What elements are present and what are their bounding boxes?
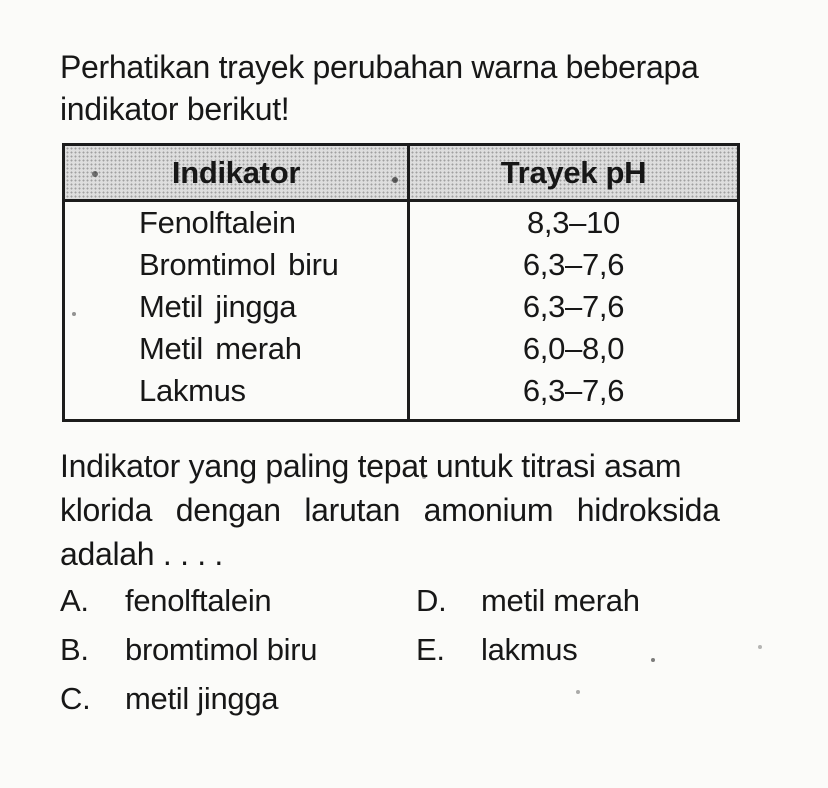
ph-range-cell: 6,0–8,0 [522,331,625,366]
ph-range-cell: 6,3–7,6 [522,289,625,324]
option-letter: C. [60,681,91,716]
answer-options: A. fenolftalein B. bromtimol biru C. met… [60,579,772,726]
option-letter: E. [416,632,445,667]
answer-option[interactable]: E. lakmus [416,628,772,677]
option-label: lakmus [481,632,578,667]
indicator-name-cell: Bromtimol biru [63,244,410,286]
option-letter: D. [416,583,447,618]
table-header-indikator: Indikator [63,144,410,202]
ph-range-cell: 6,3–7,6 [522,247,625,282]
answer-option[interactable]: D. metil merah [416,579,772,628]
page-content: Perhatikan trayek perubahan warna bebera… [60,46,772,726]
table-row: Lakmus 6,3–7,6 [63,370,739,421]
indicator-name-cell: Metil jingga [63,286,410,328]
answer-option[interactable]: B. bromtimol biru [60,628,416,677]
table-row: Metil merah 6,0–8,0 [63,328,739,370]
intro-line-2: indikator berikut! [60,91,290,127]
ph-range-cell: 6,3–7,6 [522,373,625,408]
table-row: Fenolftalein 8,3–10 [63,200,739,244]
option-letter: A. [60,583,89,618]
table-row: Metil jingga 6,3–7,6 [63,286,739,328]
question-line-1: Indikator yang paling tepat untuk titras… [60,448,682,484]
intro-line-1: Perhatikan trayek perubahan warna bebera… [60,49,699,85]
option-label: metil merah [481,583,640,618]
table-header-row: Indikator Trayek pH [63,144,739,202]
ph-range-cell: 8,3–10 [526,205,621,240]
indicator-table: Indikator Trayek pH Fenolftalein 8,3–10 … [62,143,740,422]
question-intro: Perhatikan trayek perubahan warna bebera… [60,46,772,130]
answer-option[interactable]: C. metil jingga [60,677,416,726]
answer-option[interactable]: A. fenolftalein [60,579,416,628]
indicator-name-cell: Lakmus [63,370,410,421]
indicator-name-cell: Fenolftalein [63,200,410,244]
table-header-trayek-ph: Trayek pH [408,144,739,202]
indicator-table-head: Indikator Trayek pH [63,144,739,202]
question-text: Indikator yang paling tepat untuk titras… [60,444,772,576]
question-line-3: adalah . . . . [60,536,224,572]
indicator-table-body: Fenolftalein 8,3–10 Bromtimol biru 6,3–7… [63,200,739,421]
option-label: bromtimol biru [125,632,318,667]
indicator-name-cell: Metil merah [63,328,410,370]
option-label: fenolftalein [125,583,272,618]
question-line-2: klorida dengan larutan amonium hidroksid… [60,492,720,528]
option-letter: B. [60,632,89,667]
option-label: metil jingga [125,681,279,716]
table-row: Bromtimol biru 6,3–7,6 [63,244,739,286]
